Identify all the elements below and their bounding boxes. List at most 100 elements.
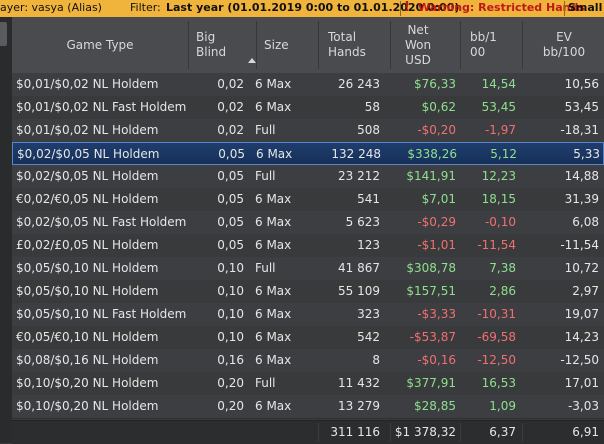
table-row[interactable]: $0,08/$0,16 NL Holdem 0,16 6 Max 8 -$0,16 -12… (12, 349, 604, 373)
cell-ev-bb100: -3,03 (567, 399, 599, 413)
cell-bb100: 16,53 (481, 376, 516, 390)
cell-size: 6 Max (255, 284, 292, 298)
cell-size: 6 Max (255, 192, 292, 206)
cell-size: 6 Max (255, 100, 292, 114)
cell-total-hands: 132 248 (331, 147, 381, 161)
cell-big-blind: 0,05 (217, 169, 244, 183)
totals-row: 311 116 $1 378,32 6,37 6,91 (12, 420, 604, 444)
cell-total-hands: 58 (364, 100, 380, 114)
cell-bb100: 53,45 (481, 100, 516, 114)
cell-total-hands: 541 (357, 192, 380, 206)
col-bb100[interactable]: bb/1 00 (470, 30, 497, 59)
cell-net-won: $157,51 (406, 284, 456, 298)
filter-status-bar: ayer: vasya (Alias) Filter: Last year (0… (0, 0, 604, 17)
table-row[interactable]: $0,02/$0,05 NL Holdem 0,05 6 Max 132 248 $33… (12, 142, 604, 165)
cell-net-won: $28,85 (414, 399, 456, 413)
total-ev-bb100: 6,91 (572, 425, 599, 439)
table-row[interactable]: $0,05/$0,10 NL Holdem 0,10 Full 41 867 $308,… (12, 257, 604, 281)
cell-size: Full (255, 169, 276, 183)
table-row[interactable]: €0,05/€0,10 NL Holdem 0,10 6 Max 542 -$53,87… (12, 326, 604, 350)
cell-game-type: $0,05/$0,10 NL Holdem (16, 284, 159, 298)
cell-bb100: 1,09 (489, 399, 516, 413)
cell-ev-bb100: 10,72 (564, 261, 599, 275)
cell-big-blind: 0,05 (218, 147, 245, 161)
cell-game-type: $0,02/$0,05 NL Holdem (16, 169, 159, 183)
cell-size: 6 Max (255, 307, 292, 321)
cell-big-blind: 0,16 (217, 353, 244, 367)
exclamation-icon: ! (404, 0, 410, 15)
cell-ev-bb100: 14,88 (564, 169, 599, 183)
cell-size: 6 Max (255, 330, 292, 344)
cell-big-blind: 0,20 (217, 376, 244, 390)
cell-size: Full (255, 123, 276, 137)
cell-net-won: $377,91 (406, 376, 456, 390)
cell-total-hands: 123 (357, 238, 380, 252)
col-game-type[interactable]: Game Type (66, 37, 134, 52)
cell-size: 6 Max (255, 399, 292, 413)
cell-size: Full (255, 261, 276, 275)
cell-ev-bb100: 17,01 (564, 376, 599, 390)
cell-net-won: $141,91 (406, 169, 456, 183)
cell-game-type: $0,10/$0,20 NL Holdem (16, 399, 159, 413)
table-row[interactable]: $0,05/$0,10 NL Holdem 0,10 6 Max 55 109 $157… (12, 280, 604, 304)
table-row[interactable]: $0,02/$0,05 NL Fast Holdem 0,05 6 Max 5 623… (12, 211, 604, 235)
cell-size: 6 Max (255, 77, 292, 91)
cell-big-blind: 0,05 (217, 192, 244, 206)
table-row[interactable]: $0,10/$0,20 NL Holdem 0,20 Full 11 432 $377,… (12, 372, 604, 396)
col-size[interactable]: Size (264, 37, 289, 52)
filter-value[interactable]: Last year (01.01.2019 0:00 to 01.01.2020… (166, 1, 460, 14)
cell-total-hands: 8 (372, 353, 380, 367)
cell-big-blind: 0,05 (217, 215, 244, 229)
cell-total-hands: 41 867 (338, 261, 380, 275)
cell-game-type: $0,02/$0,05 NL Holdem (17, 147, 160, 161)
table-row[interactable]: £0,02/£0,05 NL Holdem 0,05 6 Max 123 -$1,01 -… (12, 234, 604, 258)
cell-bb100: -10,31 (477, 307, 516, 321)
table-row[interactable]: $0,01/$0,02 NL Holdem 0,02 6 Max 26 243 $76,… (12, 73, 604, 97)
panel-collapse-tab[interactable] (0, 22, 7, 46)
cell-bb100: -12,50 (477, 353, 516, 367)
cell-big-blind: 0,10 (217, 261, 244, 275)
col-big-blind[interactable]: Big Blind (196, 30, 227, 59)
total-bb100: 6,37 (489, 425, 516, 439)
cell-bb100: 12,23 (481, 169, 516, 183)
table-row[interactable]: $0,01/$0,02 NL Holdem 0,02 Full 508 -$0,20 -1… (12, 119, 604, 143)
cell-net-won: $338,26 (407, 147, 457, 161)
cell-big-blind: 0,10 (217, 307, 244, 321)
cell-game-type: $0,01/$0,02 NL Holdem (16, 77, 159, 91)
col-net-won[interactable]: Net Won USD (404, 22, 432, 67)
cell-total-hands: 5 623 (345, 215, 380, 229)
cell-ev-bb100: 19,07 (564, 307, 599, 321)
warning-text[interactable]: Warning: Restricted Hands (418, 1, 585, 14)
small-stakes-label: Small S (568, 1, 604, 14)
table-row[interactable]: $0,10/$0,20 NL Holdem 0,20 6 Max 13 279 $28,… (12, 395, 604, 419)
cell-bb100: -1,97 (484, 123, 516, 137)
cell-game-type: £0,02/£0,05 NL Holdem (16, 238, 159, 252)
cell-net-won: $7,01 (421, 192, 456, 206)
table-row[interactable]: $0,01/$0,02 NL Fast Holdem 0,02 6 Max 58 $0,… (12, 96, 604, 120)
cell-bb100: -69,58 (477, 330, 516, 344)
cell-game-type: €0,02/€0,05 NL Holdem (16, 192, 159, 206)
cell-ev-bb100: 5,33 (573, 147, 600, 161)
cell-net-won: -$53,87 (409, 330, 456, 344)
table-row[interactable]: €0,02/€0,05 NL Holdem 0,05 6 Max 541 $7,01 18… (12, 188, 604, 212)
cell-size: Full (255, 376, 276, 390)
cell-big-blind: 0,02 (217, 77, 244, 91)
cell-game-type: $0,01/$0,02 NL Fast Holdem (16, 100, 187, 114)
cell-total-hands: 23 212 (338, 169, 380, 183)
total-net-won: $1 378,32 (394, 425, 456, 439)
col-ev-bb100[interactable]: EV bb/100 (542, 30, 586, 59)
cell-total-hands: 542 (357, 330, 380, 344)
table-row[interactable]: $0,05/$0,10 NL Fast Holdem 0,10 6 Max 323 -$… (12, 303, 604, 327)
cell-net-won: -$0,16 (417, 353, 456, 367)
cell-game-type: €0,05/€0,10 NL Holdem (16, 330, 159, 344)
col-total-hands[interactable]: Total Hands (328, 30, 366, 59)
cell-game-type: $0,08/$0,16 NL Holdem (16, 353, 159, 367)
cell-net-won: $0,62 (421, 100, 456, 114)
cell-game-type: $0,01/$0,02 NL Holdem (16, 123, 159, 137)
cell-net-won: -$0,20 (417, 123, 456, 137)
cell-size: 6 Max (255, 238, 292, 252)
cell-net-won: $76,33 (414, 77, 456, 91)
table-row[interactable]: $0,02/$0,05 NL Holdem 0,05 Full 23 212 $141,… (12, 165, 604, 189)
cell-ev-bb100: 6,08 (572, 215, 599, 229)
cell-total-hands: 11 432 (338, 376, 380, 390)
